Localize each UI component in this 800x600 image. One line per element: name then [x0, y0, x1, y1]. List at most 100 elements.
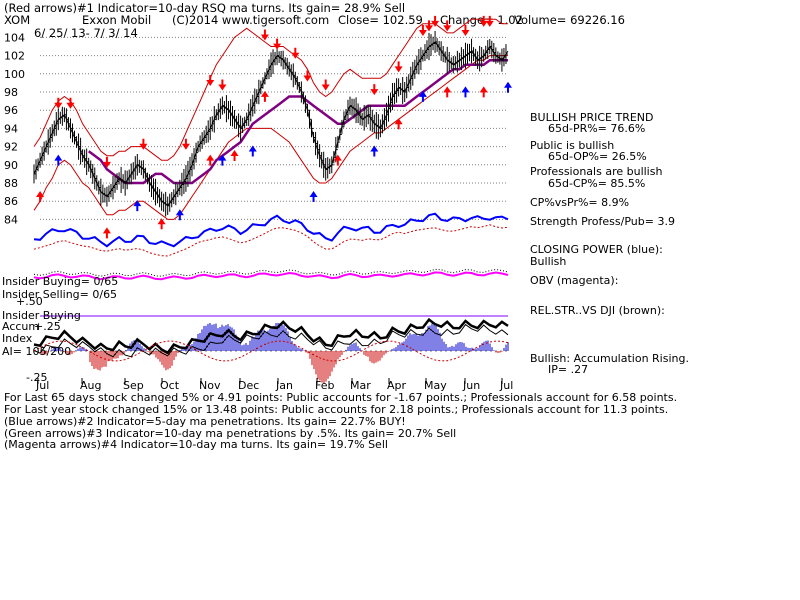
- ip-value: IP= .27: [548, 363, 588, 376]
- buy-arrow: [394, 118, 403, 130]
- footer-year: For Last year stock changed 15% or 13.48…: [4, 403, 668, 416]
- buy-arrow: [461, 86, 470, 98]
- sell-arrow: [303, 70, 312, 82]
- buy-arrow: [479, 86, 488, 98]
- month-label: Aug: [80, 379, 101, 392]
- insider-buying-label-2: Insider Buying: [2, 309, 81, 322]
- sell-arrow: [370, 84, 379, 96]
- sell-arrow: [260, 29, 269, 41]
- month-label: May: [424, 379, 447, 392]
- buy-arrow: [504, 81, 512, 93]
- sell-arrow: [291, 47, 300, 59]
- accum-plus50-label: +.50: [16, 295, 43, 308]
- buy-arrow: [133, 200, 142, 212]
- closing-power-line: [33, 212, 509, 248]
- buy-arrow: [175, 209, 184, 221]
- month-label: Oct: [160, 379, 180, 392]
- buy-arrow: [309, 191, 318, 202]
- ticker: XOM: [4, 13, 30, 27]
- sell-arrow: [394, 61, 403, 73]
- sell-arrow: [431, 15, 440, 27]
- sell-arrow: [54, 97, 63, 109]
- accumulation-summary: Bullish: Accumulation Rising.: [530, 352, 689, 365]
- sell-arrow: [102, 156, 111, 168]
- price-bars: [33, 30, 508, 217]
- buy-arrow: [36, 191, 45, 202]
- sell-arrow: [461, 24, 470, 36]
- accum-plus25-label: +.25: [34, 320, 61, 333]
- obv-label: OBV (magenta):: [530, 274, 618, 287]
- lower-band-line: [33, 55, 508, 220]
- month-label: Apr: [387, 379, 407, 392]
- indicator1-header: (Red arrows)#1 Indicator=10-day RSQ ma t…: [4, 1, 405, 15]
- month-label: Dec: [238, 379, 259, 392]
- closing-power-state: Bullish: [530, 255, 566, 268]
- month-label: Nov: [199, 379, 221, 392]
- sell-arrow: [139, 138, 148, 150]
- y-tick-label: 88: [4, 177, 18, 190]
- insider-selling-label: Insider Selling= 0/65: [2, 288, 117, 301]
- y-tick-label: 102: [4, 50, 25, 63]
- buy-arrow: [248, 145, 257, 157]
- month-label: Jul: [35, 379, 49, 392]
- buy-arrow: [418, 90, 427, 102]
- y-tick-label: 100: [4, 68, 25, 81]
- buy-arrow: [102, 227, 111, 239]
- buy-arrow: [206, 154, 215, 166]
- accumulation-bars: [41, 323, 509, 383]
- sell-arrow: [443, 20, 452, 32]
- close-value: Close= 102.59: [338, 13, 423, 27]
- accumulation-ma-line: [33, 340, 509, 362]
- index-label: Index: [2, 332, 33, 345]
- accum-label: Accum: [2, 320, 39, 333]
- sell-arrow: [485, 15, 494, 27]
- y-tick-label: 92: [4, 141, 18, 154]
- closing-power-ma-line: [33, 224, 509, 257]
- ai-value: AI= 105/200: [2, 345, 71, 358]
- price-line: [33, 41, 509, 207]
- y-tick-label: 90: [4, 159, 18, 172]
- company-name: Exxon Mobil: [82, 13, 151, 27]
- cpvspr-value: CP%vsPr%= 8.9%: [530, 196, 629, 209]
- y-tick-label: 96: [4, 104, 18, 117]
- closing-power-label: CLOSING POWER (blue):: [530, 243, 663, 256]
- sell-arrow: [418, 24, 427, 36]
- y-tick-label: 104: [4, 31, 25, 44]
- buy-arrow: [230, 150, 239, 162]
- relative-strength-ma-line: [33, 323, 509, 358]
- buy-arrow: [54, 154, 63, 166]
- buy-arrow: [157, 218, 166, 230]
- month-label: Feb: [315, 379, 334, 392]
- buy-arrow: [333, 154, 342, 166]
- buy-arrow: [218, 154, 227, 166]
- accum-minus25-label: -.25: [26, 371, 47, 384]
- professionals-label: Professionals are bullish: [530, 165, 662, 178]
- obv-ma-line: [33, 268, 509, 277]
- op-value: 65d-OP%= 26.5%: [548, 150, 647, 163]
- buy-arrow: [443, 86, 452, 98]
- cp-value: 65d-CP%= 85.5%: [548, 177, 645, 190]
- copyright: (C)2014 www.tigersoft.com: [172, 13, 329, 27]
- y-tick-label: 98: [4, 86, 18, 99]
- date-range: 6/ 25/ 13- 7/ 3/ 14: [34, 26, 138, 40]
- y-tick-label: 94: [4, 122, 18, 135]
- sell-arrow: [273, 38, 282, 50]
- sell-arrow: [218, 79, 227, 91]
- price-axis: 84 86 88 90 92 94 96 98 100 102 104: [4, 31, 25, 226]
- public-label: Public is bullish: [530, 139, 614, 152]
- insider-buying-label: Insider Buying= 0/65: [2, 275, 118, 288]
- change-value: Change= 1.02: [440, 13, 523, 27]
- obv-line: [33, 271, 509, 281]
- signal-arrows: [36, 15, 512, 239]
- y-tick-label: 86: [4, 195, 18, 208]
- footer-65day: For Last 65 days stock changed 5% or 4.9…: [4, 391, 677, 404]
- price-gridlines: [40, 36, 508, 220]
- buy-arrow: [260, 90, 269, 102]
- moving-average-line: [87, 58, 508, 185]
- y-tick-label: 84: [4, 213, 18, 226]
- footer-indicator3: (Green arrows)#3 Indicator=10-day ma pen…: [4, 427, 456, 440]
- month-label: Jun: [462, 379, 480, 392]
- bullish-trend-label: BULLISH PRICE TREND: [530, 111, 654, 124]
- strength-value: Strength Profess/Pub= 3.9: [530, 215, 675, 228]
